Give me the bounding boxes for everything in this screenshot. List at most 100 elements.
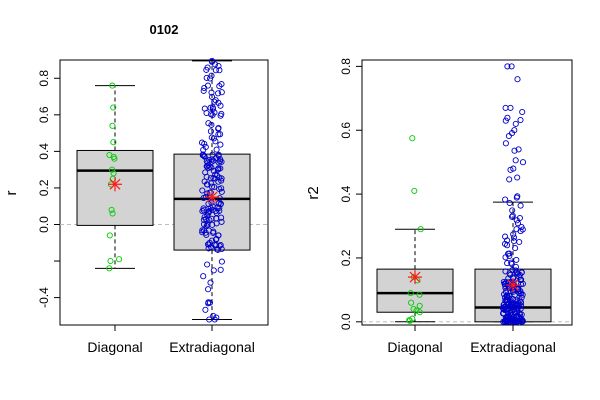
- data-point: [210, 267, 217, 274]
- data-point: [506, 250, 513, 257]
- data-point: [217, 141, 224, 148]
- data-point: [116, 256, 123, 263]
- data-point: [207, 205, 214, 212]
- data-point: [204, 221, 211, 229]
- y-tick-label: 0.8: [339, 58, 353, 75]
- data-point: [502, 104, 509, 111]
- data-point: [408, 299, 415, 306]
- data-point: [218, 218, 225, 225]
- data-point: [215, 159, 222, 166]
- data-point: [205, 227, 212, 234]
- data-point: [510, 231, 517, 238]
- category-label-diagonal: Diagonal: [387, 339, 442, 355]
- data-point: [215, 62, 222, 70]
- data-point: [514, 193, 521, 200]
- data-point: [218, 175, 225, 182]
- data-point: [205, 120, 212, 127]
- data-point: [208, 111, 215, 118]
- data-point: [109, 122, 116, 129]
- data-point: [515, 285, 522, 292]
- y-tick-label: 0.8: [37, 70, 51, 87]
- data-point: [516, 310, 523, 317]
- y-axis-label-r: r: [3, 191, 20, 196]
- data-point: [205, 210, 212, 217]
- data-point: [207, 75, 214, 82]
- data-point: [508, 63, 515, 70]
- data-point: [204, 64, 211, 71]
- data-point: [215, 200, 222, 207]
- data-point: [206, 163, 213, 170]
- data-point: [216, 67, 223, 74]
- data-point: [510, 234, 518, 241]
- data-point: [506, 199, 513, 207]
- data-point: [109, 210, 116, 217]
- data-point: [202, 143, 209, 151]
- data-point: [109, 166, 116, 173]
- data-point: [217, 156, 224, 163]
- data-point: [515, 270, 522, 277]
- data-point: [511, 147, 518, 154]
- data-point: [507, 104, 514, 111]
- data-point: [517, 116, 524, 124]
- data-point: [416, 309, 423, 316]
- data-point: [501, 240, 509, 247]
- data-point: [502, 284, 509, 292]
- data-point: [217, 266, 224, 273]
- data-point: [205, 300, 212, 307]
- data-point: [216, 204, 223, 211]
- data-point: [201, 178, 208, 185]
- data-point: [207, 104, 214, 111]
- data-point: [208, 93, 216, 100]
- data-point: [208, 121, 215, 128]
- data-point: [519, 226, 526, 233]
- y-tick-label: 0.6: [339, 122, 353, 139]
- data-point: [213, 215, 220, 222]
- data-point: [511, 127, 518, 134]
- data-point: [513, 302, 521, 309]
- data-point: [213, 241, 220, 249]
- mean-marker: [506, 278, 520, 293]
- data-point: [212, 67, 219, 74]
- data-point: [212, 171, 219, 178]
- data-point: [212, 175, 219, 182]
- data-point: [411, 187, 418, 194]
- data-point: [202, 306, 209, 313]
- data-point: [206, 316, 213, 323]
- data-point: [215, 90, 222, 97]
- data-point: [218, 258, 225, 265]
- data-point: [510, 165, 517, 172]
- data-point: [208, 180, 215, 187]
- mean-marker: [108, 177, 122, 192]
- data-point: [216, 207, 223, 214]
- y-tick-label: 0.0: [339, 313, 353, 330]
- data-point: [406, 317, 413, 324]
- data-point: [512, 157, 519, 164]
- data-point: [513, 256, 520, 263]
- data-point: [215, 232, 222, 239]
- data-point: [111, 155, 118, 162]
- data-point: [208, 58, 216, 65]
- data-point: [519, 108, 526, 116]
- data-point: [201, 214, 208, 221]
- data-point: [211, 98, 218, 105]
- data-point: [207, 279, 214, 286]
- data-point: [210, 157, 217, 164]
- y-tick-label: 0.4: [339, 185, 353, 202]
- panel-r2: r2 Diagonal Extradiagonal 0.0 0.2 0.4 0.6 0.…: [305, 58, 573, 355]
- data-point: [201, 140, 208, 147]
- data-point: [504, 260, 511, 267]
- data-point: [200, 87, 207, 94]
- data-point: [206, 156, 213, 164]
- data-point: [514, 174, 521, 181]
- data-point: [514, 76, 521, 83]
- data-point: [503, 294, 511, 301]
- data-point: [211, 183, 218, 191]
- data-point: [199, 208, 206, 215]
- data-point: [506, 270, 513, 277]
- category-label-diagonal: Diagonal: [87, 339, 142, 355]
- data-point: [200, 273, 207, 280]
- y-tick-label: 0.2: [339, 249, 353, 266]
- data-point: [108, 206, 115, 213]
- data-point: [217, 131, 224, 138]
- data-point: [502, 117, 509, 124]
